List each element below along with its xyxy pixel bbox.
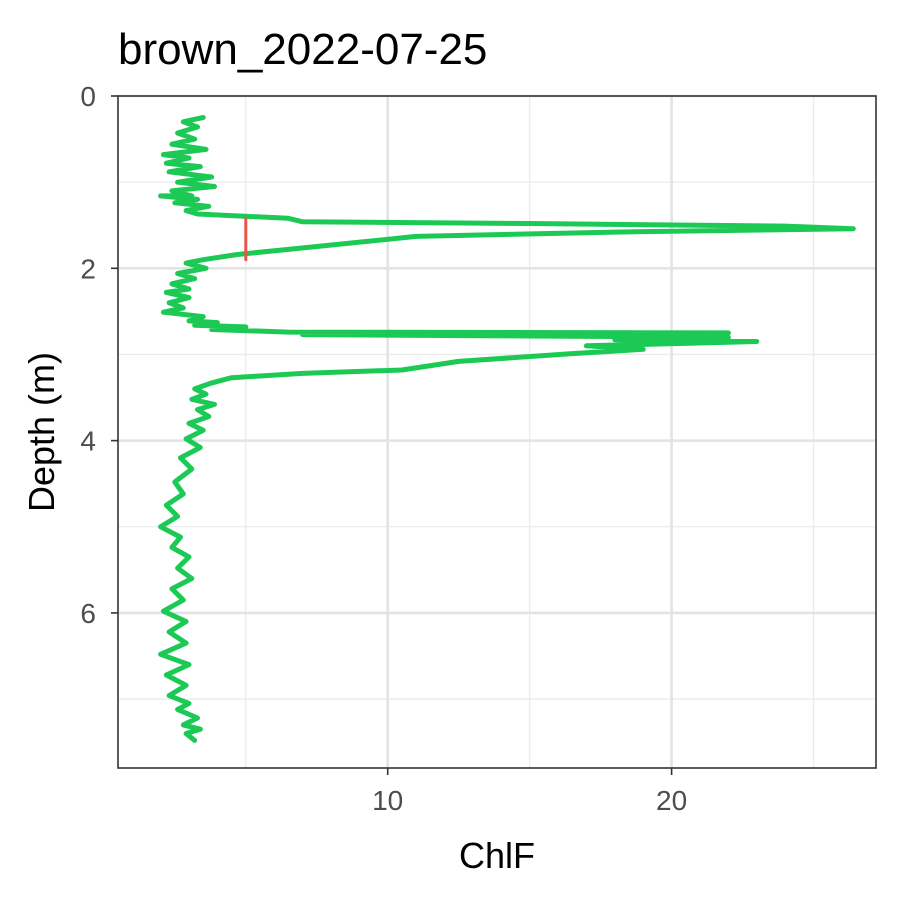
x-tick-label: 20 (656, 785, 687, 816)
x-axis-title: ChlF (459, 835, 535, 876)
y-tick-label: 0 (80, 81, 96, 112)
plot-panel-background (118, 96, 876, 768)
plot-panel-border (117, 95, 877, 769)
y-tick-label: 4 (80, 426, 96, 457)
series-line-1 (158, 115, 856, 743)
y-tick-label: 6 (80, 598, 96, 629)
chart-title: brown_2022-07-25 (118, 25, 487, 74)
data-series (158, 115, 856, 743)
y-axis-title: Depth (m) (21, 352, 62, 512)
y-tick-label: 2 (80, 253, 96, 284)
x-tick-label: 10 (372, 785, 403, 816)
axis-ticks: 10 20 0 2 4 6 (80, 81, 687, 816)
